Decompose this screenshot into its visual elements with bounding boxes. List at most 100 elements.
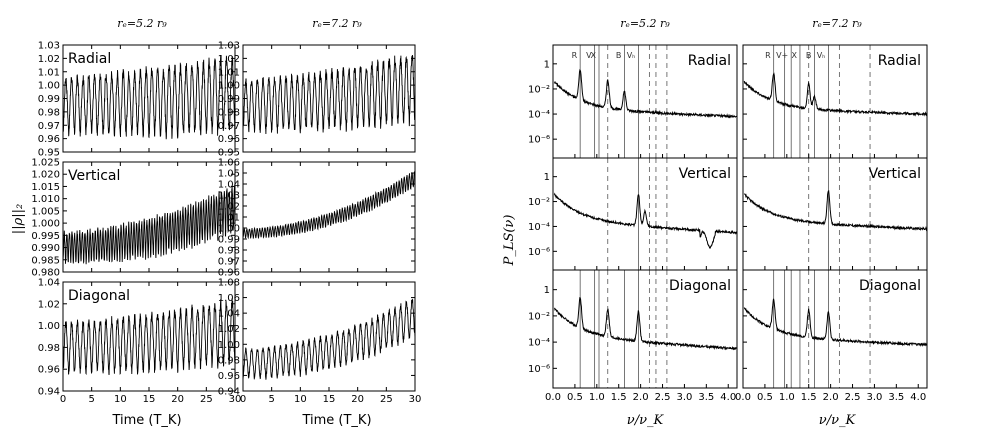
ps-panel-radial-0: 1 10⁻² 10⁻⁴ 10⁻⁶ Radial R VX B Vₕ (528, 44, 738, 159)
ps-xtick-label: 3.0 (866, 392, 882, 403)
ts-series-line (62, 185, 236, 265)
ps-xtick-label: 2.0 (823, 392, 839, 403)
ts-ytick-label: 0.990 (31, 243, 60, 254)
ts-ytick-label: 1.010 (31, 194, 60, 205)
ts-xtick-label: 5 (88, 394, 94, 405)
ts-panel-vertical-1: 0.960.970.980.991.001.011.021.031.041.05… (218, 158, 416, 279)
ts-ytick-label: 1.00 (218, 81, 240, 92)
ts-ytick-label: 1.02 (38, 299, 60, 310)
ts-ytick-label: 1.00 (218, 340, 240, 351)
left-col2-title: rₑ=7.2 r₉ (312, 17, 362, 30)
ts-ytick-label: 1.03 (218, 41, 240, 52)
ps-spectrum-line (743, 298, 928, 347)
ps-spectrum-line (743, 189, 928, 232)
ps-ytick-label: 1 (544, 285, 550, 296)
ts-xtick-label: 15 (143, 394, 156, 405)
ts-xtick-label: 0 (60, 394, 66, 405)
ts-ytick-label: 0.96 (218, 371, 240, 382)
ts-ytick-label: 0.97 (38, 121, 60, 132)
ps-ytick-label: 10⁻⁴ (528, 222, 550, 233)
ts-ytick-label: 1.020 (31, 170, 60, 181)
ps-ytick-label: 10⁻² (528, 311, 550, 322)
right-xlabel-col1: ν/ν_K (627, 413, 665, 428)
ts-ytick-label: 1.015 (31, 182, 60, 193)
ps-xtick-label: 0.5 (567, 392, 583, 403)
right-col2-title: rₑ=7.2 r₉ (812, 17, 862, 30)
ts-ytick-label: 1.08 (218, 278, 240, 289)
ts-ytick-label: 1.025 (31, 158, 60, 169)
ts-ytick-label: 0.99 (218, 235, 240, 246)
ps-resonance-label: Vₕ (817, 51, 826, 60)
ts-ytick-label: 1.00 (38, 81, 60, 92)
ts-ytick-label: 0.94 (218, 387, 240, 398)
ps-panel-vertical-1: Vertical (742, 157, 928, 271)
ts-ytick-label: 0.98 (218, 246, 240, 257)
ts-series-line (242, 170, 416, 240)
ts-ytick-label: 0.97 (218, 257, 240, 268)
ts-ytick-label: 1.03 (218, 191, 240, 202)
ts-xtick-label: 25 (380, 394, 393, 405)
ps-xtick-label: 2.5 (845, 392, 861, 403)
ts-panel-radial-0: 0.95 0.96 0.97 0.98 0.99 1.00 1.01 1.02 1.03 Radi… (38, 41, 236, 159)
ts-ytick-label: 0.97 (218, 121, 240, 132)
ts-ytick-label: 1.00 (218, 224, 240, 235)
ps-resonance-label: V (586, 51, 592, 60)
ts-xtick-label: 30 (409, 394, 422, 405)
ps-ytick-label: 10⁻⁴ (528, 338, 550, 349)
ps-panel-diagonal-1: 0.0 0.5 1.0 1.5 2.0 2.5 3.0 3.5 4.0 Diagonal (735, 269, 928, 403)
ps-row-label: Radial (688, 53, 731, 69)
ts-ytick-label: 1.02 (218, 202, 240, 213)
ps-ytick-label: 10⁻⁴ (528, 110, 550, 121)
ps-resonance-label: R (572, 51, 578, 60)
ts-panel-radial-1: 0.95 0.96 0.97 0.98 0.99 1.00 1.01 1.02 1.03 (218, 41, 416, 159)
ts-series-line (242, 54, 416, 135)
ts-ytick-label: 1.06 (218, 158, 240, 169)
ts-row-label: Diagonal (68, 288, 130, 304)
ts-ytick-label: 0.96 (218, 134, 240, 145)
right-ylabel: P_LS(ν) (502, 215, 517, 267)
ts-ytick-label: 0.94 (38, 387, 60, 398)
ts-xtick-label: 20 (171, 394, 184, 405)
ps-xtick-label: 0.0 (735, 392, 751, 403)
ts-ytick-label: 0.995 (31, 231, 60, 242)
ts-xtick-label: 15 (323, 394, 336, 405)
ps-spectrum-line (743, 72, 928, 117)
ts-xtick-label: 0 (240, 394, 246, 405)
ts-ytick-label: 1.04 (38, 278, 60, 289)
ps-ytick-label: 10⁻⁶ (528, 364, 550, 375)
ps-xtick-label: 2.0 (633, 392, 649, 403)
ts-series-line (242, 298, 416, 380)
ts-panel-frame (242, 281, 416, 392)
ts-ytick-label: 1.06 (218, 293, 240, 304)
ts-ytick-label: 0.98 (218, 355, 240, 366)
ts-ytick-label: 0.98 (218, 107, 240, 118)
ts-ytick-label: 0.95 (218, 148, 240, 159)
ts-xtick-label: 20 (351, 394, 364, 405)
ts-ytick-label: 1.00 (38, 321, 60, 332)
ps-resonance-label: X (591, 51, 597, 60)
ps-xtick-label: 1.5 (801, 392, 817, 403)
ps-panel-radial-1: Radial R V + X B Vₕ (742, 44, 928, 159)
ps-row-label: Diagonal (669, 278, 731, 294)
ps-row-label: Vertical (679, 166, 731, 182)
ps-resonance-label: X (791, 51, 797, 60)
ts-ytick-label: 1.02 (38, 54, 60, 65)
panels-group: 0.950.960.970.980.991.001.011.021.03Radi… (31, 41, 928, 405)
ps-row-label: Diagonal (859, 278, 921, 294)
ps-xtick-label: 3.5 (888, 392, 904, 403)
ps-row-label: Radial (878, 53, 921, 69)
ts-ytick-label: 0.98 (38, 107, 60, 118)
ts-ytick-label: 1.03 (38, 41, 60, 52)
left-xlabel-col2: Time (T_K) (301, 413, 371, 428)
ts-ytick-label: 1.01 (218, 213, 240, 224)
ps-ytick-label: 10⁻⁶ (528, 247, 550, 258)
ts-ytick-label: 1.04 (218, 180, 240, 191)
ts-ytick-label: 1.000 (31, 219, 60, 230)
ps-xtick-label: 0.0 (545, 392, 561, 403)
ts-ytick-label: 1.005 (31, 206, 60, 217)
ts-ytick-label: 0.96 (38, 365, 60, 376)
ts-ytick-label: 1.01 (218, 67, 240, 78)
ps-xtick-label: 3.0 (676, 392, 692, 403)
ps-panel-vertical-0: 1 10⁻² 10⁻⁴ 10⁻⁶ Vertical (528, 157, 738, 271)
ps-resonance-label: Vₕ (627, 51, 636, 60)
